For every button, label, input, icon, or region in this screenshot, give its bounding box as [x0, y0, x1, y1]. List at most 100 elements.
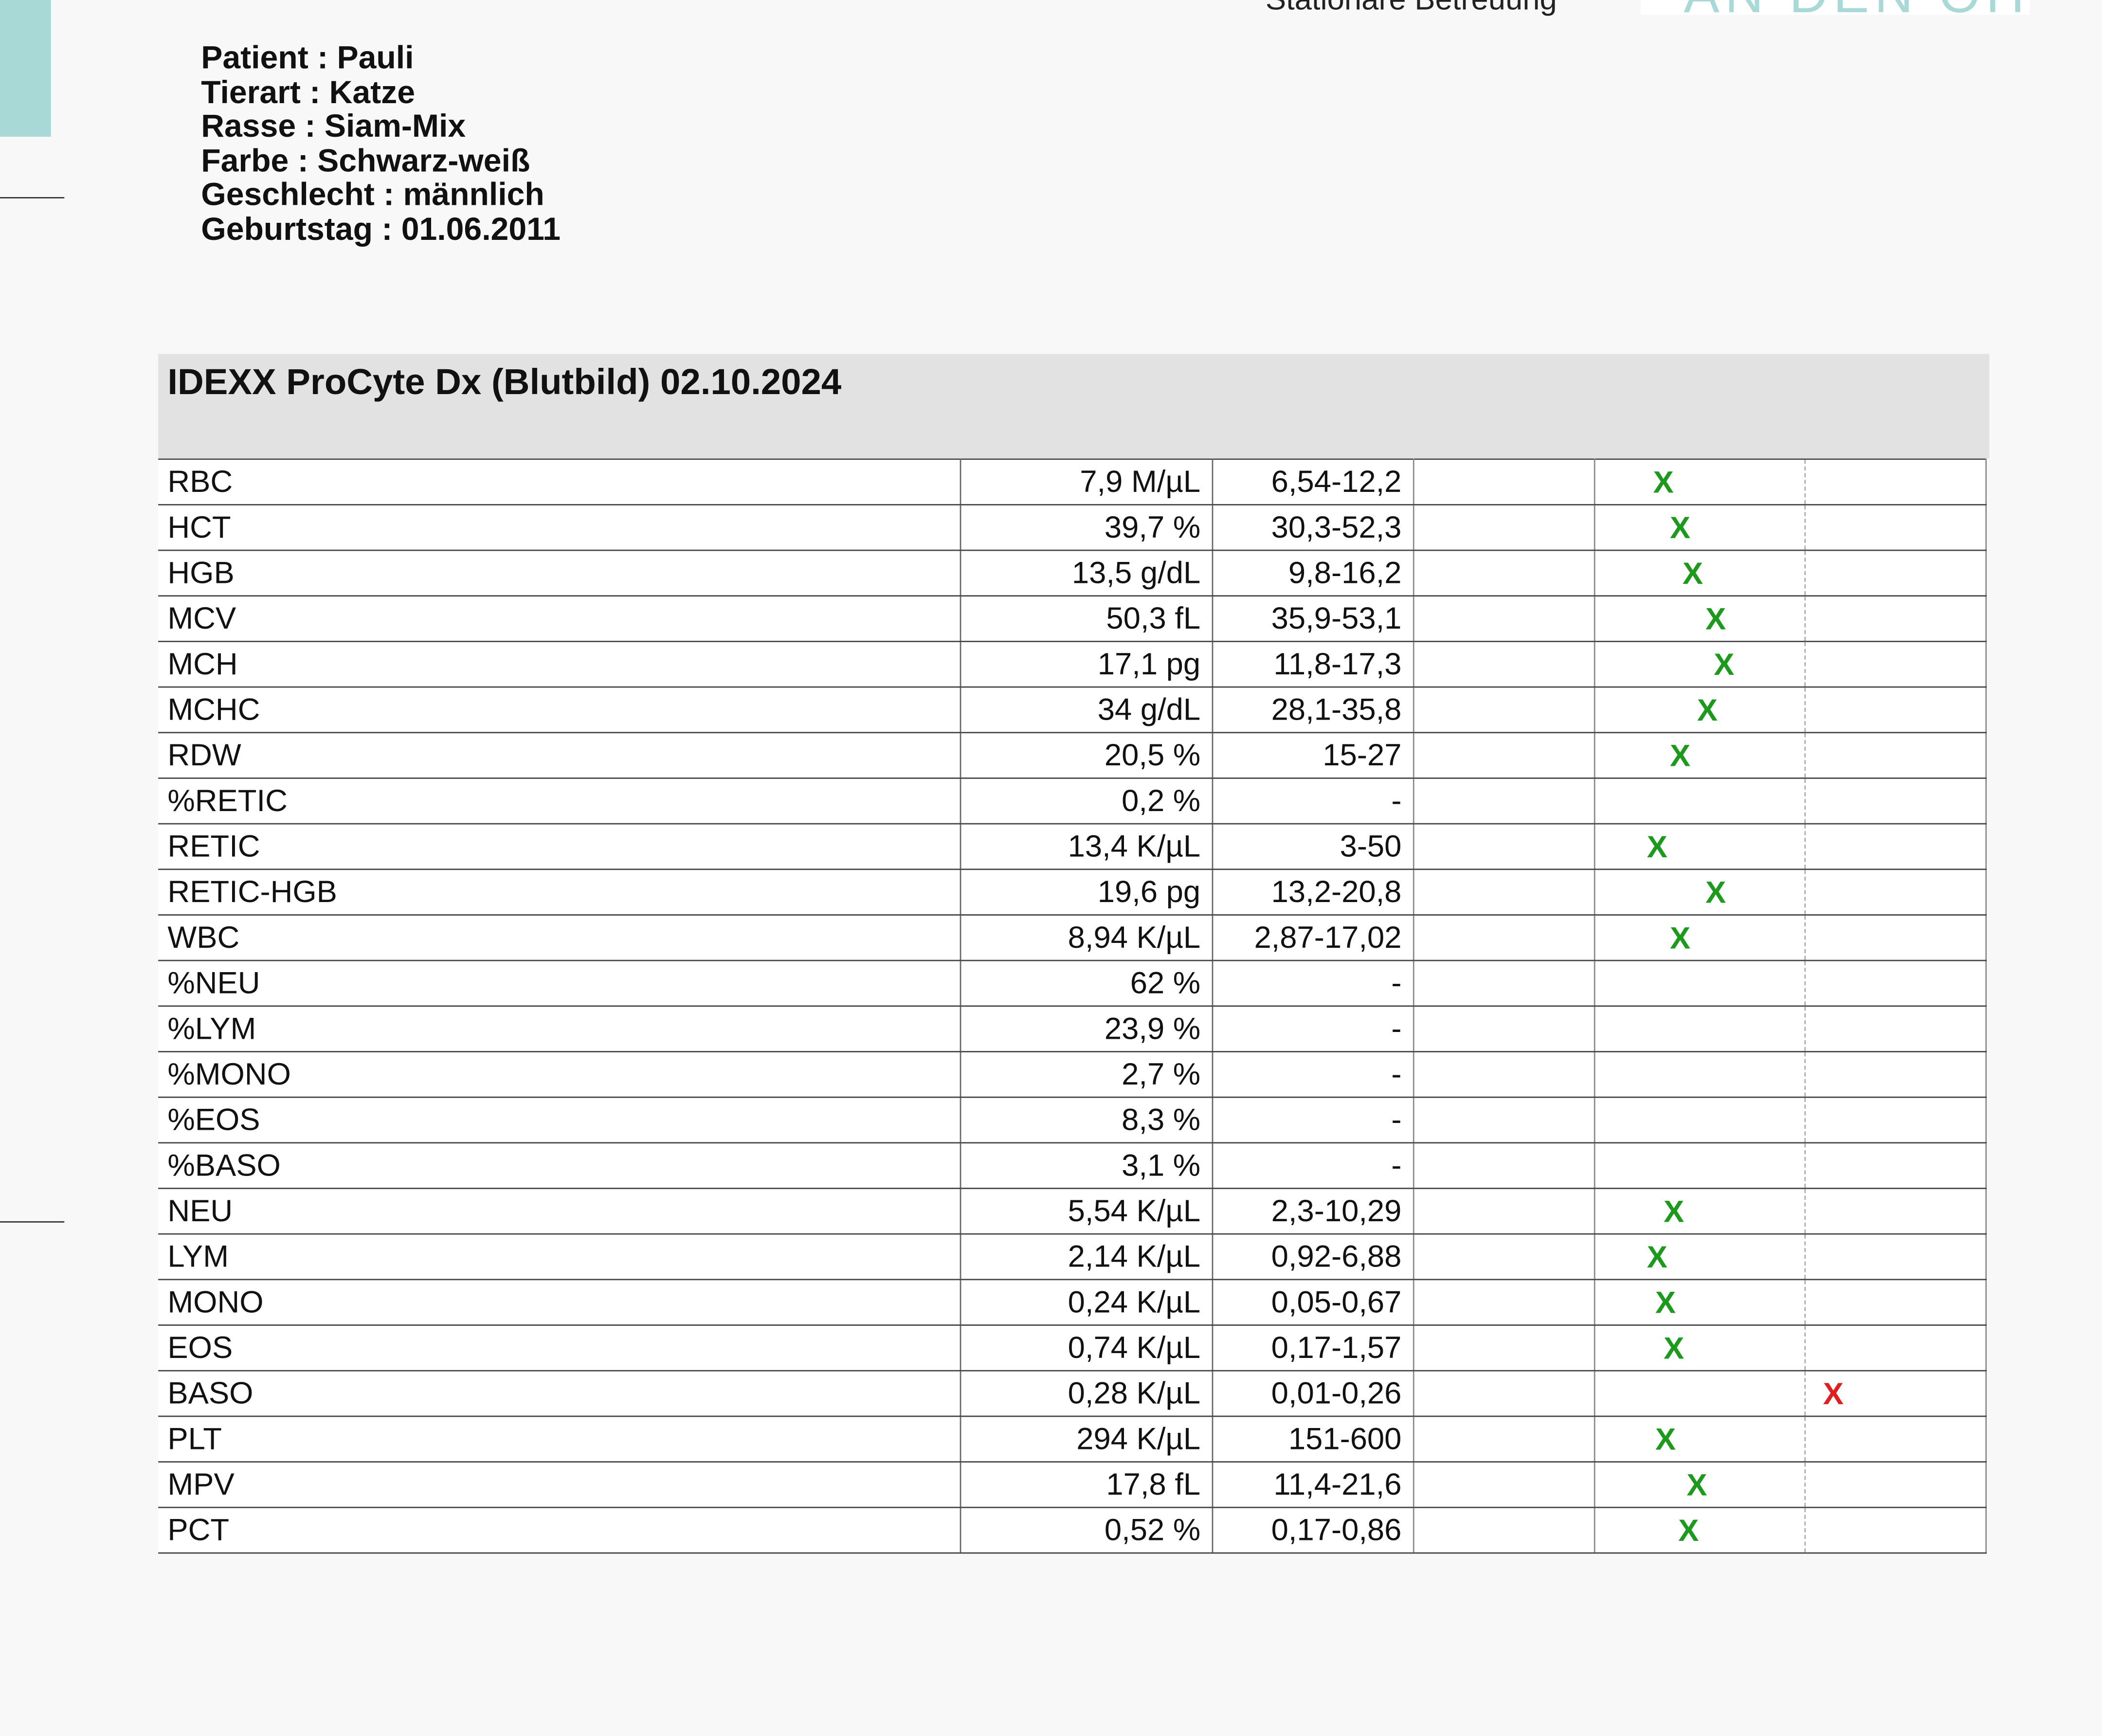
reference-range: - — [1212, 1051, 1414, 1098]
high-indicator-cell — [1804, 1279, 1986, 1326]
result-value: 8,3 % — [960, 1096, 1213, 1144]
in-range-mark: X — [1669, 920, 1691, 955]
in-range-mark: X — [1686, 1466, 1707, 1501]
reference-range: 35,9-53,1 — [1212, 595, 1414, 642]
reference-range: 13,2-20,8 — [1212, 868, 1414, 916]
parameter-name: MPV — [158, 1461, 961, 1508]
result-value: 39,7 % — [960, 504, 1213, 551]
table-row: MPV 17,8 fL 11,4-21,6 X — [158, 1461, 1986, 1508]
patient-birthdate: Geburtstag : 01.06.2011 — [201, 212, 561, 248]
low-indicator-cell — [1413, 732, 1595, 779]
low-indicator-cell — [1413, 959, 1595, 1007]
reference-range: 0,17-1,57 — [1212, 1324, 1414, 1372]
result-value: 19,6 pg — [960, 868, 1213, 916]
table-row: WBC 8,94 K/µL 2,87-17,02 X — [158, 914, 1986, 961]
table-row: RETIC-HGB 19,6 pg 13,2-20,8 X — [158, 868, 1986, 916]
high-indicator-cell — [1804, 868, 1986, 916]
high-indicator-cell: X — [1804, 1370, 1986, 1417]
result-value: 0,28 K/µL — [960, 1370, 1213, 1417]
high-indicator-cell — [1804, 1096, 1986, 1144]
parameter-name: WBC — [158, 914, 961, 961]
in-range-mark: X — [1678, 1512, 1699, 1547]
in-range-mark: X — [1655, 1421, 1676, 1456]
reference-range: 28,1-35,8 — [1212, 686, 1414, 734]
high-indicator-cell — [1804, 732, 1986, 779]
table-row: RETIC 13,4 K/µL 3-50 X — [158, 823, 1986, 870]
result-value: 13,4 K/µL — [960, 823, 1213, 870]
in-range-mark: X — [1705, 600, 1726, 635]
parameter-name: RDW — [158, 732, 961, 779]
high-indicator-cell — [1804, 504, 1986, 551]
table-row: EOS 0,74 K/µL 0,17-1,57 X — [158, 1324, 1986, 1372]
parameter-name: %BASO — [158, 1142, 961, 1189]
table-row: RBC 7,9 M/µL 6,54-12,2 X — [158, 458, 1986, 506]
table-row: HGB 13,5 g/dL 9,8-16,2 X — [158, 549, 1986, 597]
high-indicator-cell — [1804, 1506, 1986, 1554]
out-of-range-mark: X — [1823, 1375, 1844, 1410]
reference-range: 3-50 — [1212, 823, 1414, 870]
parameter-name: MONO — [158, 1279, 961, 1326]
low-indicator-cell — [1413, 1370, 1595, 1417]
high-indicator-cell — [1804, 458, 1986, 506]
normal-indicator-cell: X — [1594, 1188, 1805, 1235]
reference-range: - — [1212, 778, 1414, 825]
parameter-name: PCT — [158, 1506, 961, 1554]
result-value: 13,5 g/dL — [960, 549, 1213, 597]
reference-range: 11,8-17,3 — [1212, 640, 1414, 688]
patient-breed: Rasse : Siam-Mix — [201, 108, 466, 145]
in-range-mark: X — [1669, 509, 1691, 544]
in-range-mark: X — [1655, 1284, 1676, 1320]
in-range-mark: X — [1714, 646, 1735, 681]
table-row: RDW 20,5 % 15-27 X — [158, 732, 1986, 779]
report-header: IDEXX ProCyte Dx (Blutbild) 02.10.2024 — [158, 354, 1990, 459]
high-indicator-cell — [1804, 1142, 1986, 1189]
result-value: 7,9 M/µL — [960, 458, 1213, 506]
patient-color: Farbe : Schwarz-weiß — [201, 143, 530, 180]
low-indicator-cell — [1413, 1051, 1595, 1098]
parameter-name: %LYM — [158, 1005, 961, 1052]
normal-indicator-cell: X — [1594, 504, 1805, 551]
normal-indicator-cell — [1594, 1370, 1805, 1417]
table-row: %EOS 8,3 % - — [158, 1096, 1986, 1144]
parameter-name: RBC — [158, 458, 961, 506]
parameter-name: RETIC — [158, 823, 961, 870]
patient-sex: Geschlecht : männlich — [201, 177, 544, 214]
low-indicator-cell — [1413, 1188, 1595, 1235]
high-indicator-cell — [1804, 1005, 1986, 1052]
parameter-name: %MONO — [158, 1051, 961, 1098]
table-row: MCV 50,3 fL 35,9-53,1 X — [158, 595, 1986, 642]
in-range-mark: X — [1697, 691, 1718, 727]
normal-indicator-cell: X — [1594, 640, 1805, 688]
result-value: 20,5 % — [960, 732, 1213, 779]
reference-range: - — [1212, 959, 1414, 1007]
in-range-mark: X — [1653, 464, 1674, 499]
result-value: 2,14 K/µL — [960, 1233, 1213, 1281]
patient-species: Tierart : Katze — [201, 74, 416, 111]
table-row: %MONO 2,7 % - — [158, 1051, 1986, 1098]
low-indicator-cell — [1413, 549, 1595, 597]
low-indicator-cell — [1413, 1233, 1595, 1281]
table-row: NEU 5,54 K/µL 2,3-10,29 X — [158, 1188, 1986, 1235]
low-indicator-cell — [1413, 458, 1595, 506]
parameter-name: %NEU — [158, 959, 961, 1007]
high-indicator-cell — [1804, 640, 1986, 688]
report-title: IDEXX ProCyte Dx (Blutbild) 02.10.2024 — [167, 362, 842, 402]
margin-rule — [0, 197, 65, 199]
in-range-mark: X — [1682, 555, 1703, 590]
low-indicator-cell — [1413, 595, 1595, 642]
normal-indicator-cell: X — [1594, 1279, 1805, 1326]
low-indicator-cell — [1413, 1506, 1595, 1554]
result-value: 34 g/dL — [960, 686, 1213, 734]
table-row: HCT 39,7 % 30,3-52,3 X — [158, 504, 1986, 551]
result-value: 0,2 % — [960, 778, 1213, 825]
result-value: 0,24 K/µL — [960, 1279, 1213, 1326]
high-indicator-cell — [1804, 914, 1986, 961]
in-range-mark: X — [1663, 1193, 1685, 1228]
reference-range: 30,3-52,3 — [1212, 504, 1414, 551]
normal-indicator-cell — [1594, 778, 1805, 825]
normal-indicator-cell — [1594, 959, 1805, 1007]
table-row: MONO 0,24 K/µL 0,05-0,67 X — [158, 1279, 1986, 1326]
margin-rule — [0, 1221, 65, 1223]
reference-range: 9,8-16,2 — [1212, 549, 1414, 597]
high-indicator-cell — [1804, 1415, 1986, 1463]
